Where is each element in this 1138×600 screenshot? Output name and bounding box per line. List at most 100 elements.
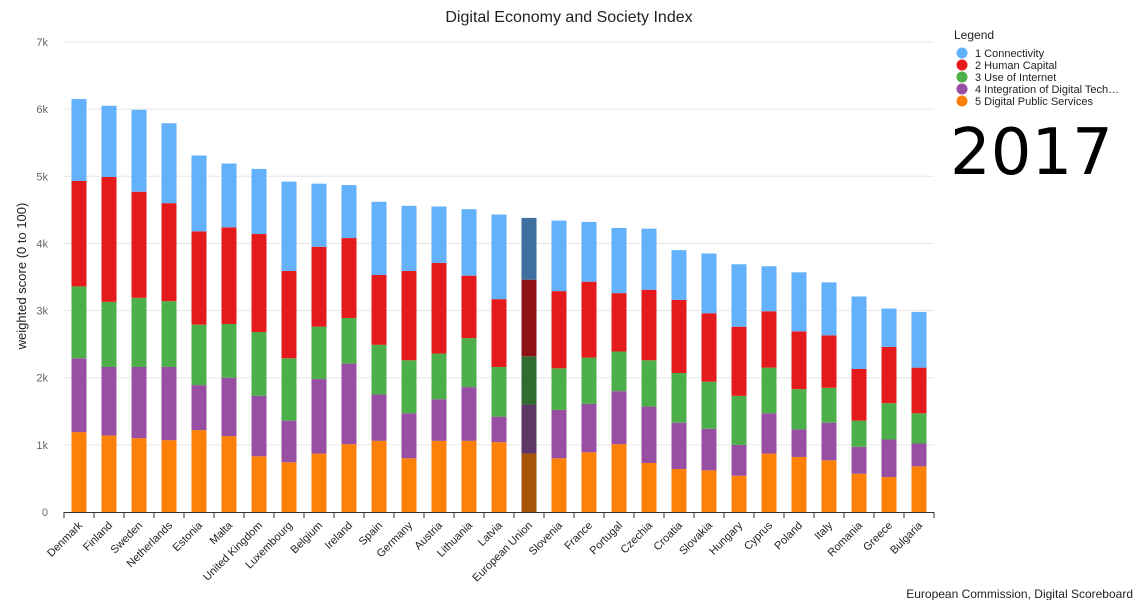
bar-segment[interactable] bbox=[731, 475, 747, 512]
bar-segment[interactable] bbox=[401, 413, 417, 459]
bar-segment[interactable] bbox=[251, 234, 267, 333]
bar-segment[interactable] bbox=[101, 366, 117, 436]
bar-segment[interactable] bbox=[461, 387, 477, 441]
bar-segment[interactable] bbox=[401, 458, 417, 512]
legend-swatch[interactable] bbox=[956, 71, 968, 83]
bar-segment[interactable] bbox=[221, 377, 237, 437]
bar-segment[interactable] bbox=[341, 238, 357, 318]
bar-segment[interactable] bbox=[221, 436, 237, 512]
bar-segment[interactable] bbox=[371, 201, 387, 275]
bar-segment[interactable] bbox=[191, 324, 207, 386]
bar-segment[interactable] bbox=[131, 191, 147, 298]
bar-segment[interactable] bbox=[521, 356, 537, 405]
bar-segment[interactable] bbox=[821, 460, 837, 512]
bar-segment[interactable] bbox=[311, 246, 327, 327]
legend-swatch[interactable] bbox=[956, 59, 968, 71]
bar-segment[interactable] bbox=[641, 360, 657, 407]
bar-segment[interactable] bbox=[581, 403, 597, 453]
bar-segment[interactable] bbox=[701, 381, 717, 429]
bar-segment[interactable] bbox=[761, 453, 777, 512]
bar-segment[interactable] bbox=[881, 403, 897, 440]
bar-segment[interactable] bbox=[551, 458, 567, 512]
bar-segment[interactable] bbox=[851, 420, 867, 447]
bar-segment[interactable] bbox=[581, 281, 597, 358]
bar-segment[interactable] bbox=[881, 308, 897, 347]
bar-segment[interactable] bbox=[431, 353, 447, 400]
bar-segment[interactable] bbox=[521, 404, 537, 454]
bar-segment[interactable] bbox=[191, 155, 207, 232]
bar-segment[interactable] bbox=[251, 332, 267, 396]
bar-segment[interactable] bbox=[161, 203, 177, 302]
bar-segment[interactable] bbox=[131, 438, 147, 512]
bar-segment[interactable] bbox=[911, 443, 927, 467]
bar-segment[interactable] bbox=[401, 270, 417, 361]
bar-segment[interactable] bbox=[281, 462, 297, 512]
bar-segment[interactable] bbox=[341, 185, 357, 239]
bar-segment[interactable] bbox=[281, 270, 297, 359]
bar-segment[interactable] bbox=[491, 442, 507, 512]
bar-segment[interactable] bbox=[101, 176, 117, 302]
bar-segment[interactable] bbox=[641, 406, 657, 463]
bar-segment[interactable] bbox=[221, 163, 237, 228]
bar-segment[interactable] bbox=[701, 470, 717, 512]
bar-segment[interactable] bbox=[911, 311, 927, 368]
bar-segment[interactable] bbox=[881, 477, 897, 512]
bar-segment[interactable] bbox=[851, 368, 867, 421]
bar-segment[interactable] bbox=[71, 180, 87, 287]
bar-segment[interactable] bbox=[521, 453, 537, 512]
bar-segment[interactable] bbox=[731, 395, 747, 445]
bar-segment[interactable] bbox=[671, 422, 687, 470]
bar-segment[interactable] bbox=[101, 105, 117, 177]
bar-segment[interactable] bbox=[281, 181, 297, 271]
bar-segment[interactable] bbox=[221, 324, 237, 378]
bar-segment[interactable] bbox=[761, 367, 777, 414]
bar-segment[interactable] bbox=[761, 311, 777, 368]
bar-segment[interactable] bbox=[821, 422, 837, 461]
bar-segment[interactable] bbox=[641, 462, 657, 512]
bar-segment[interactable] bbox=[461, 275, 477, 339]
bar-segment[interactable] bbox=[191, 385, 207, 431]
bar-segment[interactable] bbox=[491, 416, 507, 443]
bar-segment[interactable] bbox=[371, 344, 387, 395]
bar-segment[interactable] bbox=[641, 228, 657, 290]
bar-segment[interactable] bbox=[581, 452, 597, 512]
bar-segment[interactable] bbox=[461, 209, 477, 276]
bar-segment[interactable] bbox=[551, 291, 567, 369]
bar-segment[interactable] bbox=[161, 301, 177, 367]
bar-segment[interactable] bbox=[101, 435, 117, 512]
bar-segment[interactable] bbox=[311, 326, 327, 380]
bar-segment[interactable] bbox=[911, 367, 927, 414]
bar-segment[interactable] bbox=[161, 123, 177, 204]
bar-segment[interactable] bbox=[491, 366, 507, 417]
bar-segment[interactable] bbox=[551, 220, 567, 292]
legend-entry[interactable]: 5 Digital Public Services bbox=[975, 96, 1093, 108]
bar-segment[interactable] bbox=[671, 373, 687, 423]
bar-segment[interactable] bbox=[491, 299, 507, 367]
bar-segment[interactable] bbox=[191, 430, 207, 512]
bar-segment[interactable] bbox=[851, 473, 867, 512]
bar-segment[interactable] bbox=[431, 206, 447, 263]
bar-segment[interactable] bbox=[671, 469, 687, 512]
bar-segment[interactable] bbox=[371, 394, 387, 441]
bar-segment[interactable] bbox=[371, 274, 387, 345]
bar-segment[interactable] bbox=[461, 440, 477, 512]
bar-segment[interactable] bbox=[491, 214, 507, 300]
bar-segment[interactable] bbox=[551, 368, 567, 410]
bar-segment[interactable] bbox=[131, 297, 147, 367]
bar-segment[interactable] bbox=[701, 253, 717, 314]
bar-segment[interactable] bbox=[71, 286, 87, 359]
bar-segment[interactable] bbox=[791, 272, 807, 332]
bar-segment[interactable] bbox=[311, 183, 327, 247]
bar-segment[interactable] bbox=[101, 301, 117, 367]
bar-segment[interactable] bbox=[281, 358, 297, 421]
bar-segment[interactable] bbox=[251, 456, 267, 512]
bar-segment[interactable] bbox=[911, 466, 927, 512]
bar-segment[interactable] bbox=[341, 363, 357, 445]
bar-segment[interactable] bbox=[371, 440, 387, 512]
bar-segment[interactable] bbox=[821, 335, 837, 388]
legend-swatch[interactable] bbox=[956, 95, 968, 107]
bar-segment[interactable] bbox=[581, 357, 597, 404]
bar-segment[interactable] bbox=[521, 279, 537, 357]
bar-segment[interactable] bbox=[881, 439, 897, 478]
bar-segment[interactable] bbox=[761, 266, 777, 312]
